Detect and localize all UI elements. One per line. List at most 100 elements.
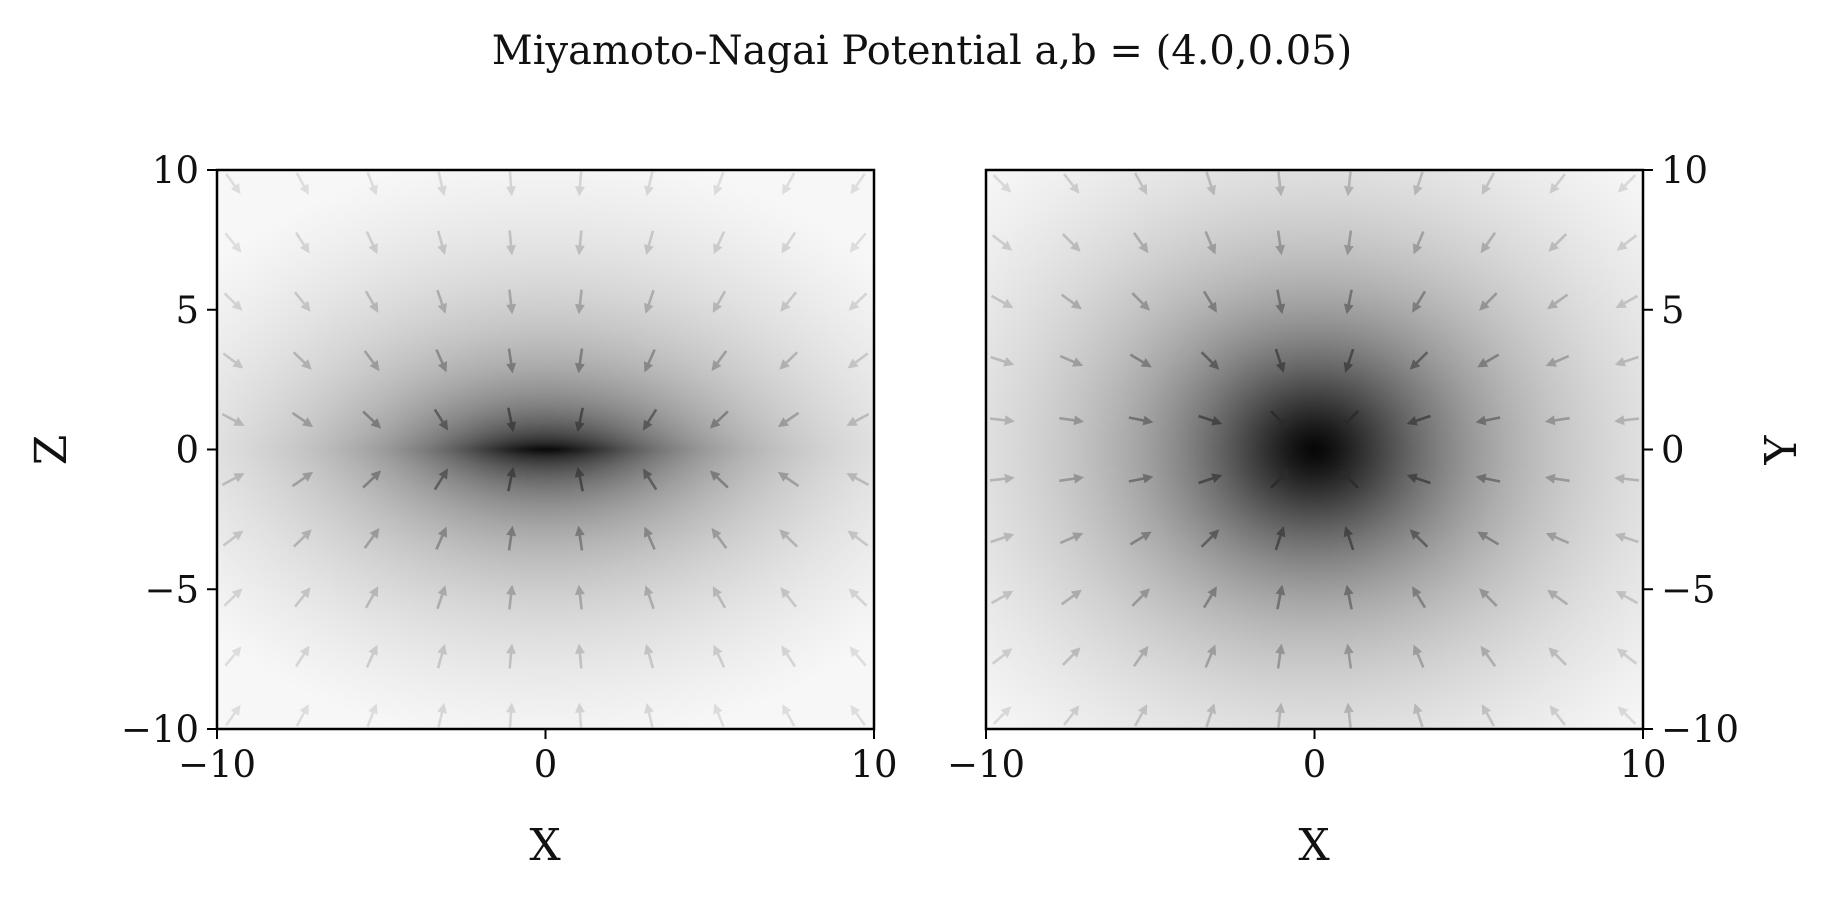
- quiver-arrow-xy: [1061, 233, 1081, 252]
- quiver-arrow-xy: [1547, 293, 1569, 310]
- quiver-arrow-xz: [782, 704, 796, 727]
- quiver-arrow-xy: [1204, 644, 1217, 669]
- quiver-arrow-xz: [365, 644, 378, 668]
- quiver-arrow-xz: [362, 470, 382, 489]
- quiver-arrow-xz: [574, 525, 585, 551]
- quiver-arrow-xy: [1413, 703, 1424, 728]
- quiver-arrow-xz: [292, 529, 312, 548]
- quiver-arrow-xz: [437, 702, 447, 728]
- quiver-arrow-xz: [295, 172, 309, 195]
- xtick-label: 10: [850, 743, 897, 786]
- quiver-arrow-xy: [1617, 174, 1637, 193]
- heatmap-xy: [986, 170, 1643, 729]
- quiver-arrow-xy: [1131, 292, 1150, 311]
- quiver-arrow-xz: [506, 289, 517, 315]
- quiver-arrow-xz: [366, 703, 378, 728]
- quiver-arrow-xy: [990, 590, 1014, 605]
- quiver-arrow-xz: [221, 412, 245, 426]
- quiver-arrow-xz: [506, 643, 516, 669]
- quiver-arrow-xz: [436, 230, 447, 255]
- xtick-label: −10: [947, 743, 1025, 786]
- quiver-arrow-xy: [1063, 705, 1080, 726]
- quiver-arrow-xz: [223, 292, 243, 311]
- quiver-arrow-xz: [433, 408, 449, 431]
- quiver-arrow-xz: [644, 289, 655, 314]
- quiver-arrow-xz: [366, 171, 378, 196]
- quiver-arrow-xy: [1549, 173, 1566, 194]
- quiver-arrow-xy: [1128, 473, 1154, 484]
- quiver-arrow-xy: [1340, 410, 1359, 429]
- xtick-label: 0: [534, 743, 558, 786]
- quiver-arrow-xz: [435, 349, 448, 373]
- quiver-arrow-xz: [506, 348, 517, 374]
- xtick-label: 0: [1303, 743, 1327, 786]
- quiver-arrow-xy: [1479, 292, 1498, 311]
- quiver-arrow-xy: [1481, 704, 1496, 727]
- quiver-arrow-xy: [1616, 234, 1638, 251]
- quiver-arrow-xy: [1548, 233, 1568, 252]
- quiver-arrow-xy: [1275, 230, 1286, 256]
- quiver-arrow-xz: [506, 230, 516, 256]
- quiver-arrow-xz: [777, 471, 800, 488]
- quiver-arrow-xz: [575, 702, 585, 728]
- quiver-arrow-xy: [1409, 529, 1429, 548]
- quiver-arrow-xy: [1475, 473, 1501, 484]
- quiver-arrow-xz: [713, 703, 725, 728]
- quiver-arrow-xy: [1615, 590, 1639, 605]
- heatmap-xz: [217, 170, 874, 729]
- quiver-arrow-xy: [1343, 643, 1354, 669]
- quiver-arrow-xy: [1614, 415, 1640, 426]
- quiver-arrow-xz: [777, 411, 800, 428]
- quiver-arrow-xy: [1481, 172, 1496, 195]
- quiver-arrow-xy: [1198, 473, 1223, 485]
- quiver-arrow-xz: [712, 586, 727, 609]
- quiver-arrow-xz: [709, 470, 729, 489]
- quiver-arrow-xz: [644, 702, 654, 728]
- quiver-arrow-xy: [1616, 648, 1638, 665]
- quiver-arrow-xy: [1615, 294, 1639, 309]
- quiver-arrow-xz: [364, 290, 379, 313]
- quiver-arrow-xz: [433, 468, 449, 491]
- quiver-arrow-xy: [1060, 589, 1082, 606]
- quiver-arrow-xz: [643, 349, 656, 373]
- quiver-arrow-xy: [1343, 348, 1355, 373]
- quiver-arrow-xz: [846, 412, 870, 426]
- ytick-label: −10: [1661, 708, 1739, 751]
- ylabel-xz: Z: [26, 435, 77, 466]
- quiver-arrow-xy: [1133, 172, 1148, 195]
- quiver-arrow-xy: [1343, 230, 1354, 256]
- quiver-arrow-xy: [991, 648, 1013, 665]
- quiver-arrow-xz: [435, 526, 448, 550]
- quiver-xy: [989, 171, 1640, 728]
- quiver-arrow-xy: [1204, 230, 1217, 255]
- quiver-arrow-xz: [644, 585, 655, 610]
- quiver-arrow-xz: [294, 231, 310, 254]
- quiver-arrow-xy: [991, 234, 1013, 251]
- quiver-arrow-xz: [225, 704, 241, 726]
- quiver-arrow-xz: [642, 408, 658, 431]
- quiver-arrow-xz: [848, 588, 868, 607]
- quiver-arrow-xz: [364, 586, 379, 609]
- quiver-arrow-xz: [848, 292, 868, 311]
- quiver-arrow-xy: [1129, 531, 1152, 546]
- quiver-arrow-xy: [1059, 532, 1084, 545]
- quiver-arrow-xy: [1545, 354, 1570, 367]
- quiver-arrow-xz: [293, 587, 311, 608]
- quiver-arrow-xz: [224, 232, 242, 253]
- quiver-arrow-xz: [713, 231, 726, 255]
- xtick-label: 10: [1619, 743, 1666, 786]
- quiver-arrow-xy: [1275, 171, 1286, 197]
- quiver-arrow-xy: [1275, 643, 1286, 669]
- quiver-arrow-xy: [1060, 293, 1082, 310]
- xticks-xy: −10 0 10: [947, 729, 1667, 786]
- quiver-arrow-xz: [222, 530, 244, 547]
- quiver-arrow-xy: [1274, 526, 1286, 551]
- quiver-arrow-xy: [1412, 230, 1425, 255]
- quiver-arrow-xz: [780, 587, 798, 608]
- quiver-arrow-xy: [990, 355, 1015, 367]
- quiver-arrow-xz: [713, 644, 726, 668]
- quiver-arrow-xz: [644, 171, 654, 197]
- quiver-arrow-xy: [1343, 171, 1354, 197]
- quiver-arrow-xz: [711, 350, 728, 372]
- quiver-xz: [221, 171, 870, 728]
